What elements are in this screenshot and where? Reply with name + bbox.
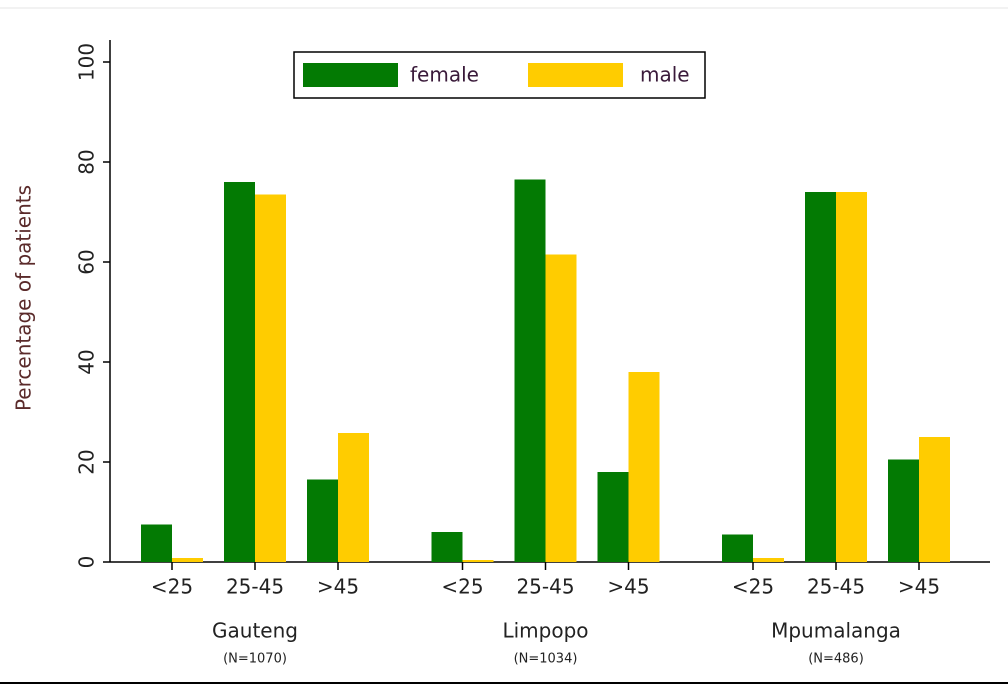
bar: [722, 534, 753, 562]
bar: [307, 479, 338, 562]
bar: [338, 433, 369, 562]
y-tick-label: 80: [75, 149, 99, 174]
group-label: Mpumalanga: [771, 619, 901, 643]
bar: [597, 472, 629, 562]
x-tick-label: >45: [898, 575, 940, 599]
group-label: Gauteng: [212, 619, 298, 643]
bar: [462, 560, 494, 562]
bar: [172, 558, 203, 562]
bar: [628, 372, 660, 562]
x-tick-label: >45: [607, 575, 649, 599]
y-tick-label: 100: [75, 43, 99, 81]
legend-swatch: [528, 63, 623, 87]
bar: [141, 524, 172, 562]
x-tick-label: 25-45: [516, 575, 574, 599]
bar: [888, 459, 919, 562]
legend-label: female: [410, 63, 479, 87]
bar: [545, 254, 577, 562]
group-label: Limpopo: [502, 619, 588, 643]
bar: [836, 192, 867, 562]
bar: [753, 558, 784, 562]
bar: [255, 194, 286, 562]
group-n: (N=486): [808, 652, 864, 667]
x-tick-label: 25-45: [226, 575, 284, 599]
x-tick-label: <25: [732, 575, 774, 599]
y-tick-label: 60: [75, 249, 99, 274]
group-n: (N=1070): [223, 652, 287, 667]
y-tick-label: 40: [75, 349, 99, 374]
bar: [805, 192, 836, 562]
legend-swatch: [303, 63, 398, 87]
group-n: (N=1034): [514, 652, 578, 667]
legend-label: male: [640, 63, 690, 87]
y-tick-label: 20: [75, 449, 99, 474]
bar: [514, 179, 546, 562]
bar: [431, 532, 463, 562]
bar: [224, 182, 255, 562]
x-tick-label: 25-45: [807, 575, 865, 599]
y-axis-title: Percentage of patients: [12, 185, 36, 411]
x-tick-label: <25: [441, 575, 483, 599]
x-tick-label: <25: [151, 575, 193, 599]
bar: [919, 437, 950, 562]
y-tick-label: 0: [75, 556, 99, 569]
x-tick-label: >45: [317, 575, 359, 599]
